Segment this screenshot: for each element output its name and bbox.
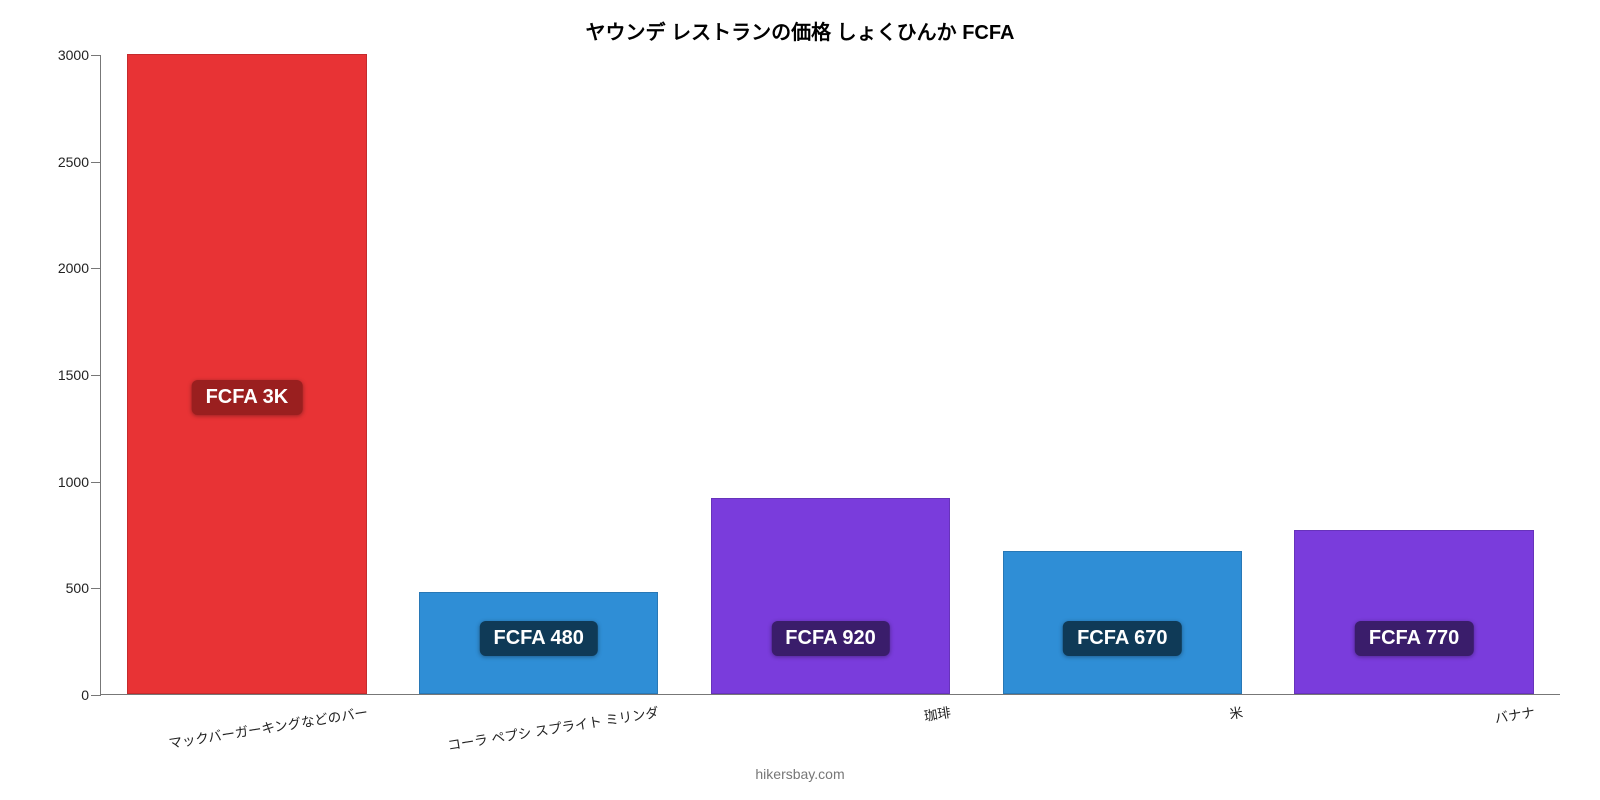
chart-container: ヤウンデ レストランの価格 しょくひんか FCFA FCFA 3K FCFA 48… [20, 10, 1580, 790]
attribution-text: hikersbay.com [20, 766, 1580, 782]
y-tick-label: 1500 [58, 367, 101, 383]
x-tick-label: 米 [1228, 701, 1244, 723]
bar [1294, 530, 1533, 694]
value-badge: FCFA 770 [1355, 621, 1473, 656]
value-badge: FCFA 920 [771, 621, 889, 656]
x-tick-label: 珈琲 [922, 701, 952, 725]
y-tick-label: 0 [81, 687, 101, 703]
x-axis-labels: マックバーガーキングなどのバー コーラ ペプシ スプライト ミリンダ 珈琲 米 バナナ [100, 695, 1560, 755]
value-badge: FCFA 480 [479, 621, 597, 656]
chart-title: ヤウンデ レストランの価格 しょくひんか FCFA [20, 10, 1580, 55]
plot-area: FCFA 3KFCFA 480FCFA 920FCFA 670FCFA 770 … [100, 55, 1560, 695]
y-tick-label: 1000 [58, 474, 101, 490]
value-badge: FCFA 3K [192, 380, 303, 415]
bar [127, 54, 366, 694]
x-tick-label: コーラ ペプシ スプライト ミリンダ [446, 701, 660, 754]
bar [711, 498, 950, 694]
y-tick-label: 3000 [58, 47, 101, 63]
y-tick-label: 2000 [58, 260, 101, 276]
y-tick-label: 500 [66, 580, 101, 596]
bars-layer: FCFA 3K FCFA 480 FCFA 920 FCFA 670 FCFA 770 [101, 55, 1560, 694]
x-tick-label: バナナ [1493, 701, 1536, 727]
x-tick-label: マックバーガーキングなどのバー [167, 701, 369, 752]
y-tick-label: 2500 [58, 154, 101, 170]
value-badge: FCFA 670 [1063, 621, 1181, 656]
